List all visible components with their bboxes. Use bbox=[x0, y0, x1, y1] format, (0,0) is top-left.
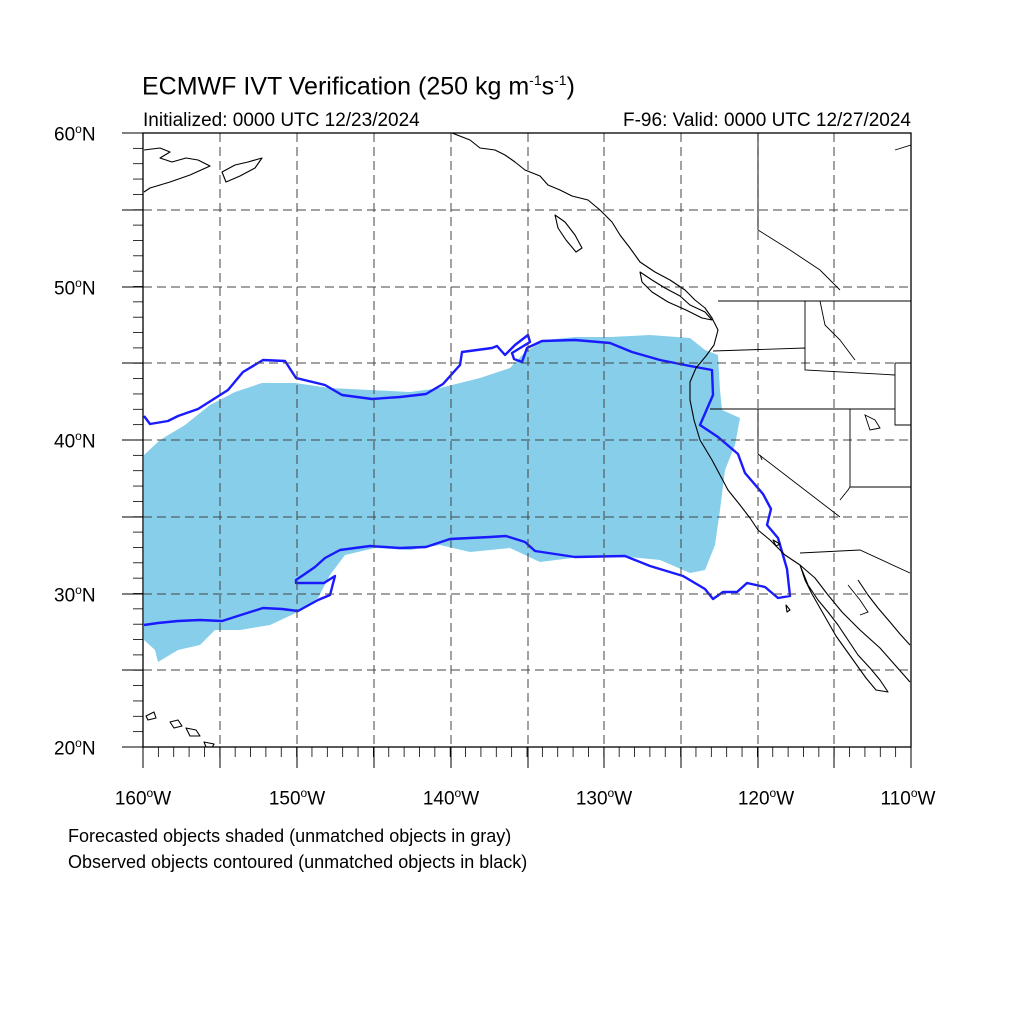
valid-time-label: F-96: Valid: 0000 UTC 12/27/2024 bbox=[623, 110, 911, 131]
init-time-label: Initialized: 0000 UTC 12/23/2024 bbox=[143, 110, 420, 131]
lat-label-40n: 40oN bbox=[54, 429, 96, 453]
lat-label-60n: 60oN bbox=[54, 122, 96, 146]
lon-label-110w: 110oW bbox=[880, 786, 936, 810]
lat-label-30n: 30oN bbox=[54, 583, 96, 607]
forecast-legend-note: Forecasted objects shaded (unmatched obj… bbox=[68, 826, 512, 846]
lon-label-120w: 120oW bbox=[737, 786, 795, 810]
lat-label-20n: 20oN bbox=[54, 736, 96, 760]
map-title: ECMWF IVT Verification (250 kg m-1s-1) bbox=[142, 72, 575, 101]
observed-object-contour bbox=[143, 333, 792, 627]
lat-label-50n: 50oN bbox=[54, 276, 96, 300]
graticule bbox=[143, 133, 911, 747]
political-boundaries bbox=[710, 133, 911, 616]
lon-label-150w: 150oW bbox=[268, 786, 326, 810]
forecast-object-shaded bbox=[144, 335, 740, 662]
lon-label-160w: 160oW bbox=[114, 786, 172, 810]
lon-label-130w: 130oW bbox=[575, 786, 633, 810]
coastlines bbox=[143, 133, 911, 747]
minor-ticks bbox=[133, 132, 912, 757]
lon-label-140w: 140oW bbox=[422, 786, 480, 810]
observed-legend-note: Observed objects contoured (unmatched ob… bbox=[68, 852, 528, 872]
